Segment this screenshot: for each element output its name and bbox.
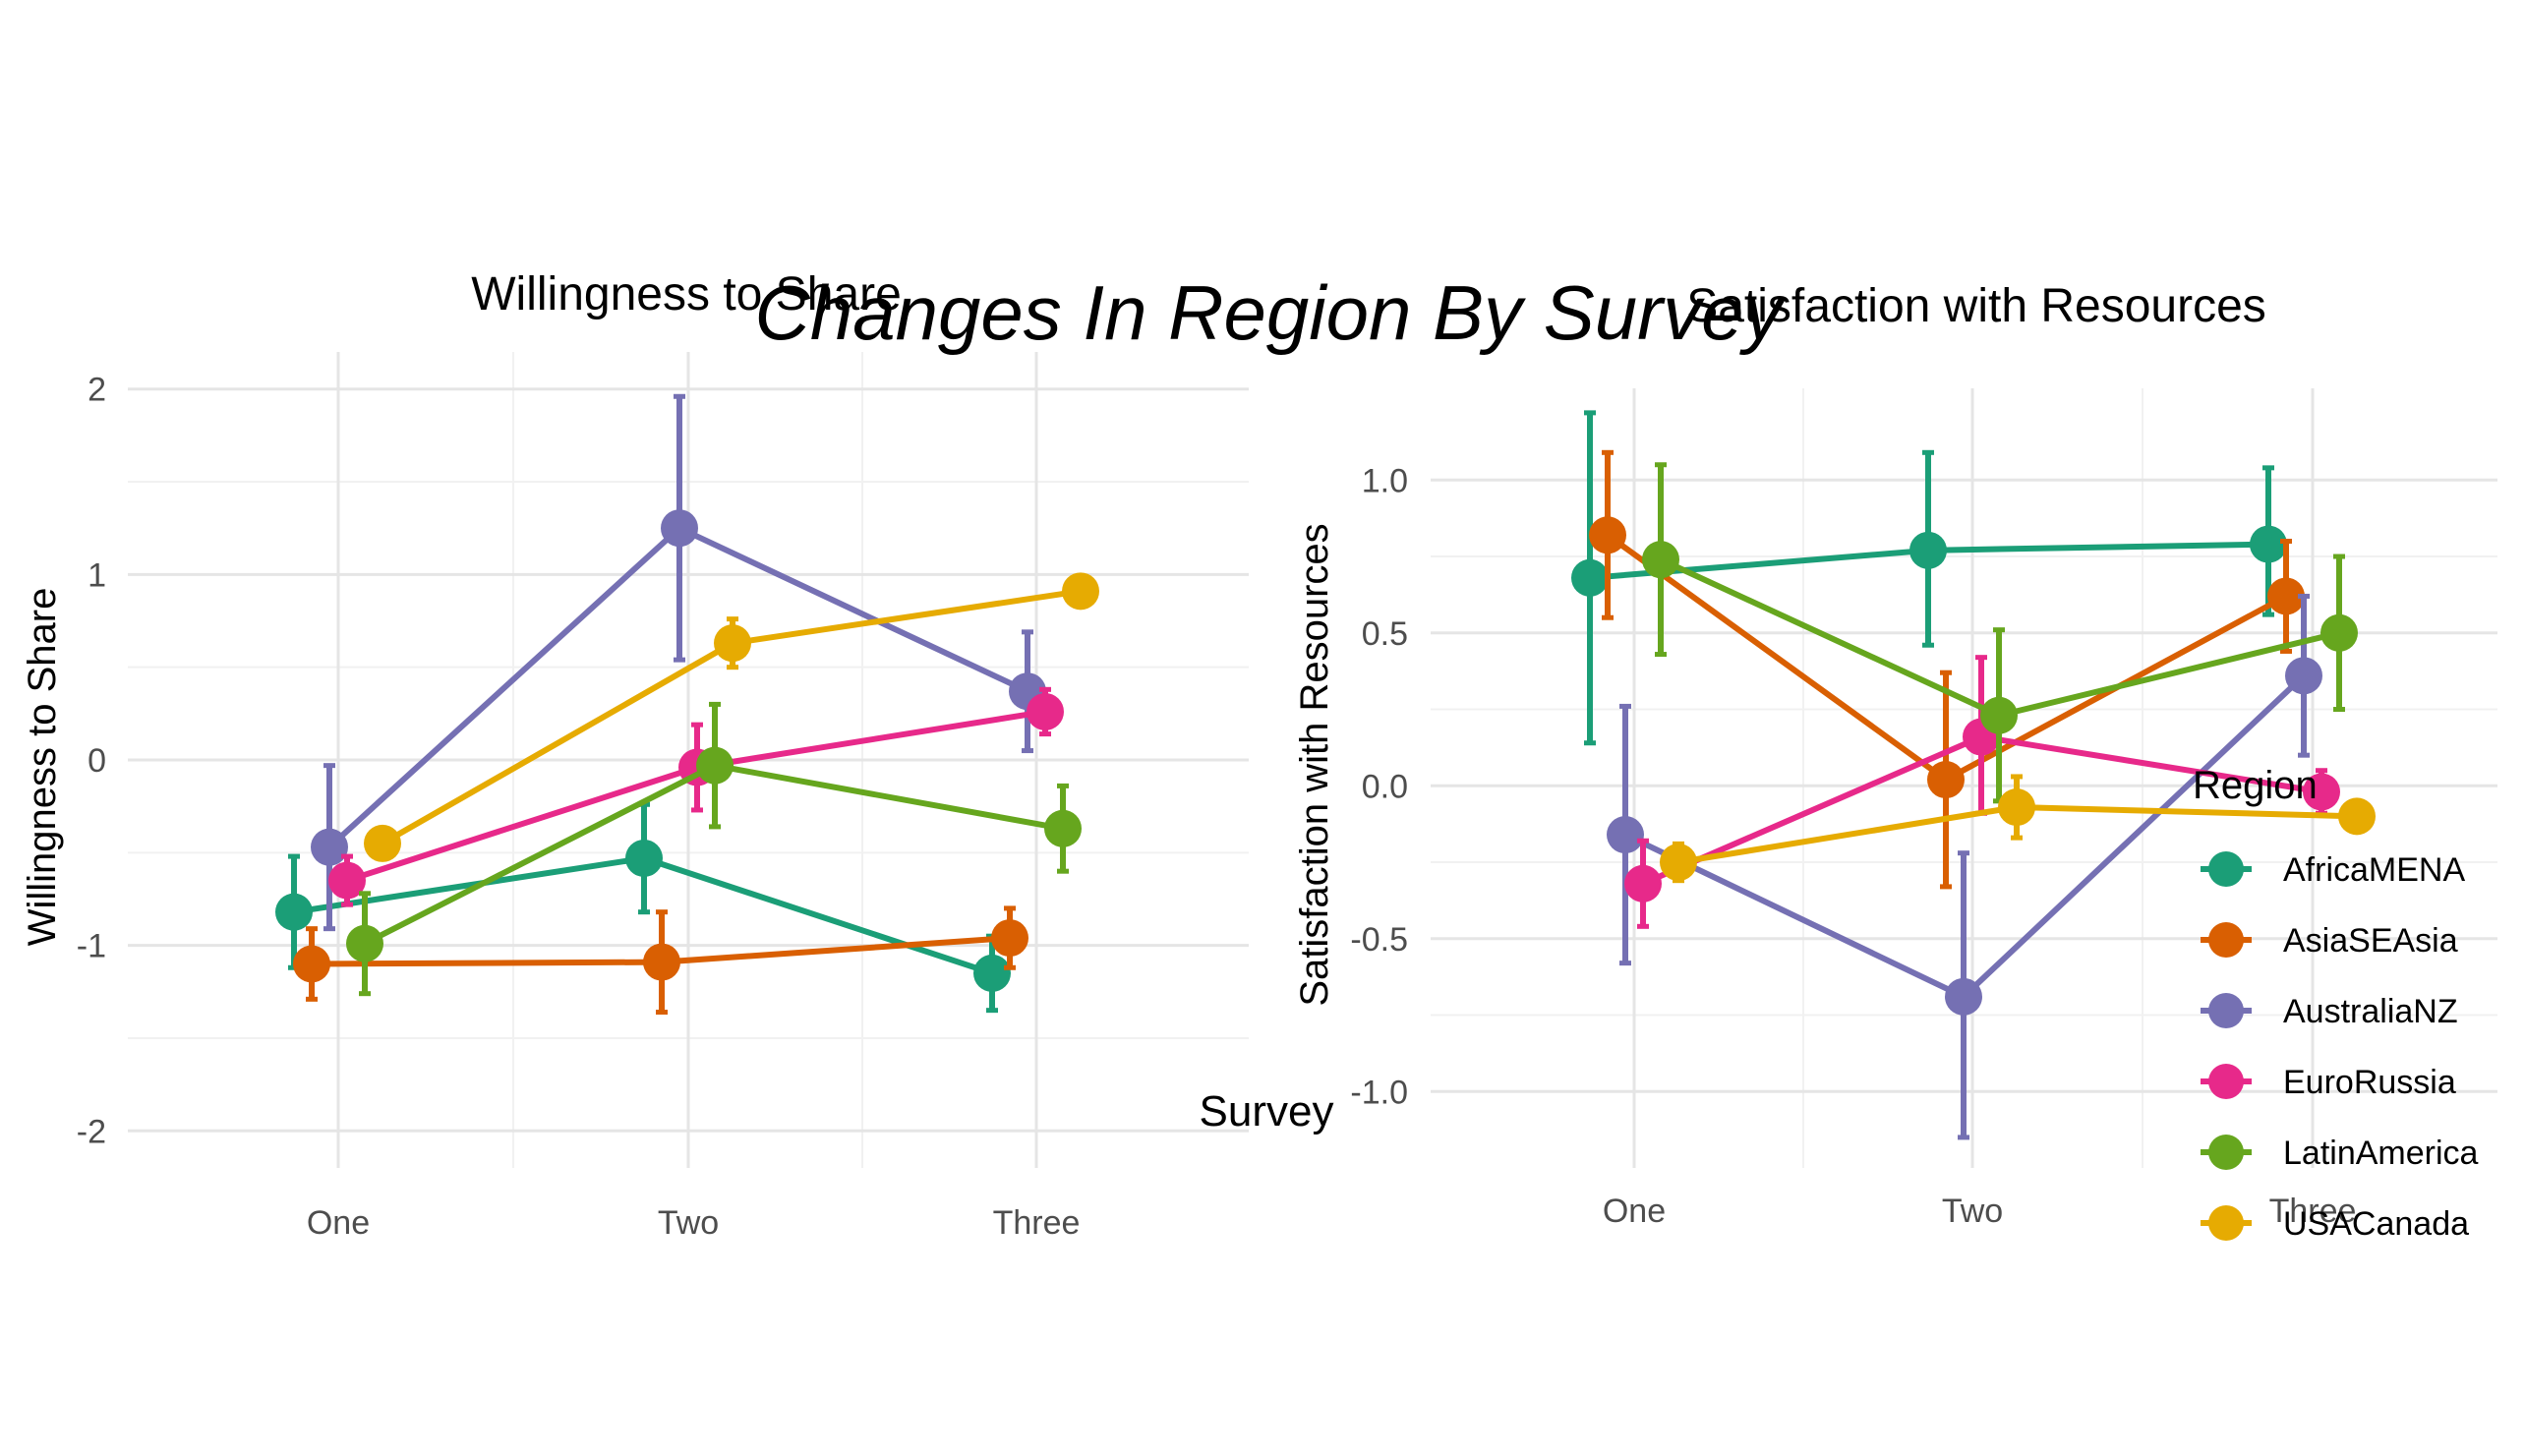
legend-key	[2208, 851, 2244, 887]
data-point	[1044, 809, 1082, 847]
data-point	[1607, 816, 1644, 854]
series-AsiaSEAsia	[1589, 449, 2305, 890]
data-point	[2303, 773, 2340, 811]
legend: Region AfricaMENA AsiaSEAsia AustraliaNZ Eu…	[2193, 764, 2479, 1243]
y-tick-label: 1	[88, 556, 106, 594]
series-USACanada	[1660, 774, 2376, 884]
data-point	[2250, 525, 2287, 563]
series-AustraliaNZ	[1607, 593, 2322, 1140]
y-tick-label: -2	[77, 1113, 106, 1150]
data-point	[625, 839, 663, 877]
x-tick-label: Three	[2269, 1193, 2357, 1230]
data-point	[311, 828, 348, 866]
data-point	[328, 861, 366, 900]
data-point	[1909, 531, 1947, 569]
data-point	[643, 943, 680, 981]
y-tick-label: 2	[88, 372, 106, 409]
series-AfricaMENA	[1571, 410, 2287, 746]
legend-label: LatinAmerica	[2283, 1135, 2479, 1172]
panel-2-ylabel: Satisfaction with Resources	[1293, 523, 1336, 1006]
data-point	[293, 945, 330, 983]
series-AfricaMENA	[275, 801, 1011, 1014]
legend-label: EuroRussia	[2283, 1064, 2456, 1101]
panel-2-title: Satisfaction with Resources	[1686, 280, 2266, 332]
legend-item-AustraliaNZ: AustraliaNZ	[2201, 993, 2458, 1030]
y-tick-label: 0.0	[1362, 768, 1408, 805]
data-point	[1589, 516, 1626, 554]
data-point	[2338, 797, 2376, 836]
series-AsiaSEAsia	[293, 905, 1028, 1016]
legend-title: Region	[2193, 764, 2318, 807]
legend-key	[2208, 1205, 2244, 1241]
y-tick-label: -1	[77, 928, 106, 965]
legend-item-LatinAmerica: LatinAmerica	[2201, 1135, 2479, 1172]
legend-item-EuroRussia: EuroRussia	[2201, 1064, 2456, 1101]
shared-xlabel: Survey	[1200, 1087, 1334, 1136]
legend-item-AsiaSEAsia: AsiaSEAsia	[2201, 922, 2458, 960]
y-tick-label: 0	[88, 742, 106, 780]
data-point	[991, 919, 1028, 958]
panel-1-ylabel: Willingness to Share	[21, 588, 64, 947]
data-point	[1998, 788, 2035, 827]
legend-label: AsiaSEAsia	[2283, 922, 2458, 960]
data-point	[661, 509, 698, 548]
data-point	[714, 624, 751, 663]
data-point	[2267, 577, 2305, 615]
data-point	[973, 954, 1011, 992]
x-tick-label: Two	[1942, 1193, 2003, 1230]
legend-key	[2208, 1135, 2244, 1170]
series-LatinAmerica	[346, 701, 1082, 997]
data-point	[696, 746, 734, 785]
legend-key	[2208, 993, 2244, 1028]
x-tick-label: One	[307, 1204, 370, 1242]
panel-2-series	[1571, 410, 2376, 1140]
y-tick-label: 1.0	[1362, 462, 1408, 499]
figure-title: Changes In Region By Survey	[755, 269, 1787, 356]
data-point	[1062, 572, 1099, 611]
legend-label: USACanada	[2283, 1205, 2469, 1243]
legend-item-USACanada: USACanada	[2201, 1205, 2469, 1243]
series-USACanada	[364, 572, 1099, 862]
data-point	[1660, 844, 1697, 882]
data-point	[2320, 613, 2358, 652]
legend-key	[2208, 922, 2244, 958]
legend-label: AfricaMENA	[2283, 851, 2465, 889]
data-point	[1571, 558, 1609, 597]
data-point	[1642, 541, 1679, 579]
x-tick-label: One	[1603, 1193, 1666, 1230]
data-point	[275, 893, 313, 931]
data-point	[346, 924, 383, 962]
panel-1-title: Willingness to Share	[471, 268, 902, 320]
data-point	[2285, 657, 2322, 695]
panel-1-series	[275, 393, 1099, 1016]
data-point	[1027, 692, 1064, 730]
series-AustraliaNZ	[311, 393, 1046, 932]
panel-satisfaction: -1.0 -0.5 0.0 0.5 1.0 One Two Three Satisfactio…	[1293, 280, 2497, 1230]
y-tick-label: 0.5	[1362, 615, 1408, 653]
data-point	[1624, 864, 1662, 903]
x-tick-label: Three	[993, 1204, 1081, 1242]
legend-key	[2208, 1064, 2244, 1099]
panel-1-ticks: -2 -1 0 1 2 One Two Three	[77, 372, 1081, 1242]
panel-2-ticks: -1.0 -0.5 0.0 0.5 1.0 One Two Three	[1350, 462, 2356, 1230]
y-tick-label: -1.0	[1350, 1074, 1408, 1111]
data-point	[1927, 761, 1965, 799]
legend-label: AustraliaNZ	[2283, 993, 2458, 1030]
legend-item-AfricaMENA: AfricaMENA	[2201, 851, 2465, 889]
data-point	[1945, 977, 1982, 1016]
data-point	[364, 824, 401, 862]
y-tick-label: -0.5	[1350, 921, 1408, 959]
series-LatinAmerica	[1642, 462, 2358, 804]
data-point	[1980, 696, 2018, 734]
x-tick-label: Two	[658, 1204, 719, 1242]
